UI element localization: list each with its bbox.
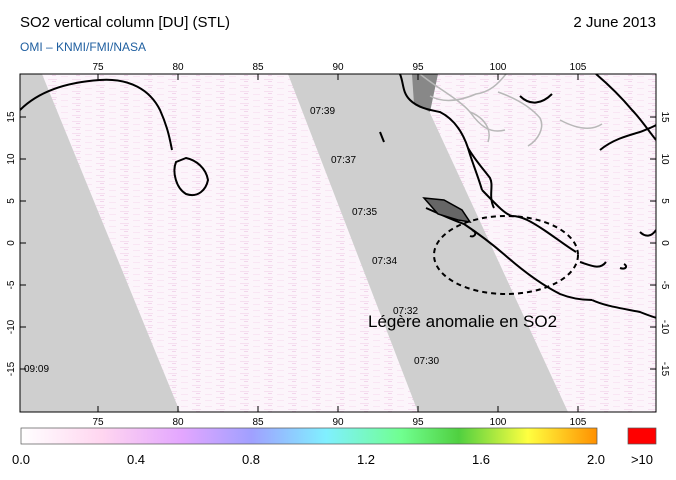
lat-tick-left: 15 xyxy=(6,111,17,123)
lat-tick-left: 10 xyxy=(6,153,17,165)
orbit-time-label: 07:39 xyxy=(310,106,335,117)
lon-tick-bottom: 85 xyxy=(252,417,264,428)
lon-tick-top: 80 xyxy=(172,62,184,73)
lon-tick-bottom: 80 xyxy=(172,417,184,428)
lon-tick-bottom: 90 xyxy=(332,417,344,428)
data-gap-center xyxy=(288,74,568,412)
orbit-time-label: 07:34 xyxy=(372,256,397,267)
colorbar-label: 0.8 xyxy=(241,452,261,467)
orbit-time-label: 07:35 xyxy=(352,207,377,218)
orbit-time-label: 07:37 xyxy=(331,155,356,166)
lon-tick-top: 85 xyxy=(252,62,264,73)
axis-ticks xyxy=(20,74,656,412)
colorbar xyxy=(20,427,598,445)
lat-tick-right: 10 xyxy=(659,153,670,165)
lat-tick-left: -10 xyxy=(6,319,17,334)
lat-tick-right: 15 xyxy=(659,111,670,123)
lat-tick-right: 5 xyxy=(659,198,670,204)
colorbar-label: 1.2 xyxy=(356,452,376,467)
lat-tick-left: 5 xyxy=(6,198,17,204)
lon-tick-bottom: 105 xyxy=(570,417,587,428)
colorbar-label: 2.0 xyxy=(586,452,606,467)
data-credit: OMI – KNMI/FMI/NASA xyxy=(20,40,147,54)
colorbar-label: 0.4 xyxy=(126,452,146,467)
anomaly-ellipse xyxy=(433,215,579,295)
lat-tick-right: -5 xyxy=(659,281,670,290)
lon-tick-top: 95 xyxy=(412,62,424,73)
lat-tick-left: -15 xyxy=(6,361,17,376)
lon-tick-top: 90 xyxy=(332,62,344,73)
lon-tick-bottom: 75 xyxy=(92,417,104,428)
lat-tick-right: -15 xyxy=(659,362,670,377)
lon-tick-top: 100 xyxy=(490,62,507,73)
map-date: 2 June 2013 xyxy=(573,14,656,31)
data-gap-west xyxy=(20,74,180,412)
land-dark-sumatra xyxy=(422,197,472,224)
lat-tick-right: -10 xyxy=(659,320,670,335)
lat-tick-right: 0 xyxy=(659,240,670,246)
lat-tick-left: 0 xyxy=(6,240,17,246)
country-borders xyxy=(419,74,603,147)
map-title: SO2 vertical column [DU] (STL) xyxy=(20,14,231,31)
lon-tick-bottom: 100 xyxy=(490,417,507,428)
lat-tick-left: -5 xyxy=(6,280,17,289)
orbit-time-label: 09:09 xyxy=(24,364,49,375)
orbit-time-label: 07:32 xyxy=(393,306,418,317)
lon-tick-top: 105 xyxy=(570,62,587,73)
lon-tick-top: 75 xyxy=(92,62,104,73)
colorbar-over-label: >10 xyxy=(630,452,654,467)
colorbar-label: 1.6 xyxy=(471,452,491,467)
colorbar-label: 0.0 xyxy=(11,452,31,467)
colorbar-over-box xyxy=(627,427,657,445)
anomaly-annotation: Légère anomalie en SO2 xyxy=(368,312,557,331)
lon-tick-bottom: 95 xyxy=(412,417,424,428)
orbit-time-label: 07:30 xyxy=(414,356,439,367)
